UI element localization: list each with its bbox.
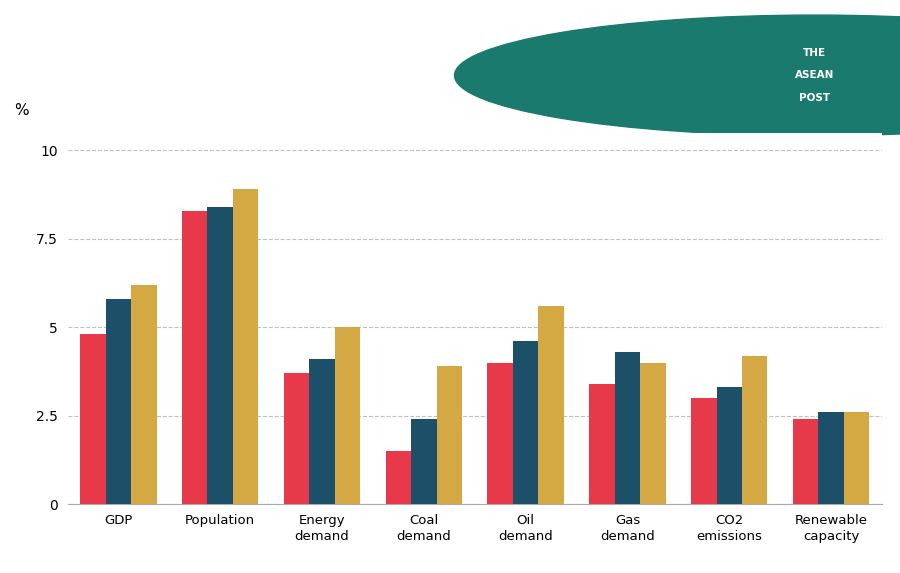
Bar bbox=[488, 363, 513, 504]
Bar bbox=[80, 335, 105, 504]
Bar bbox=[284, 374, 310, 504]
Bar bbox=[335, 327, 360, 504]
Bar bbox=[105, 299, 131, 504]
Bar bbox=[793, 419, 818, 504]
Bar bbox=[386, 451, 411, 504]
Bar bbox=[716, 387, 742, 504]
Text: %: % bbox=[14, 103, 29, 118]
Text: ENERGY INDICATORS FOR ASEAN: ENERGY INDICATORS FOR ASEAN bbox=[22, 105, 535, 134]
Circle shape bbox=[454, 15, 900, 136]
Bar bbox=[182, 210, 208, 504]
Text: POST: POST bbox=[799, 93, 830, 103]
Bar bbox=[411, 419, 436, 504]
Bar bbox=[538, 306, 563, 504]
Bar bbox=[640, 363, 666, 504]
Bar bbox=[844, 412, 869, 504]
Bar bbox=[208, 207, 233, 504]
Bar bbox=[310, 359, 335, 504]
Text: SELECTED GLOBAL ECONOMIC AND: SELECTED GLOBAL ECONOMIC AND bbox=[22, 42, 566, 70]
Text: THE: THE bbox=[803, 48, 826, 58]
Text: ASEAN: ASEAN bbox=[795, 70, 834, 80]
Bar bbox=[590, 384, 615, 504]
Bar bbox=[691, 398, 716, 504]
Bar bbox=[742, 356, 768, 504]
Bar bbox=[615, 352, 640, 504]
Bar bbox=[513, 342, 538, 504]
Bar bbox=[233, 189, 258, 504]
Bar bbox=[818, 412, 844, 504]
Bar bbox=[436, 366, 462, 504]
Bar bbox=[131, 285, 157, 504]
